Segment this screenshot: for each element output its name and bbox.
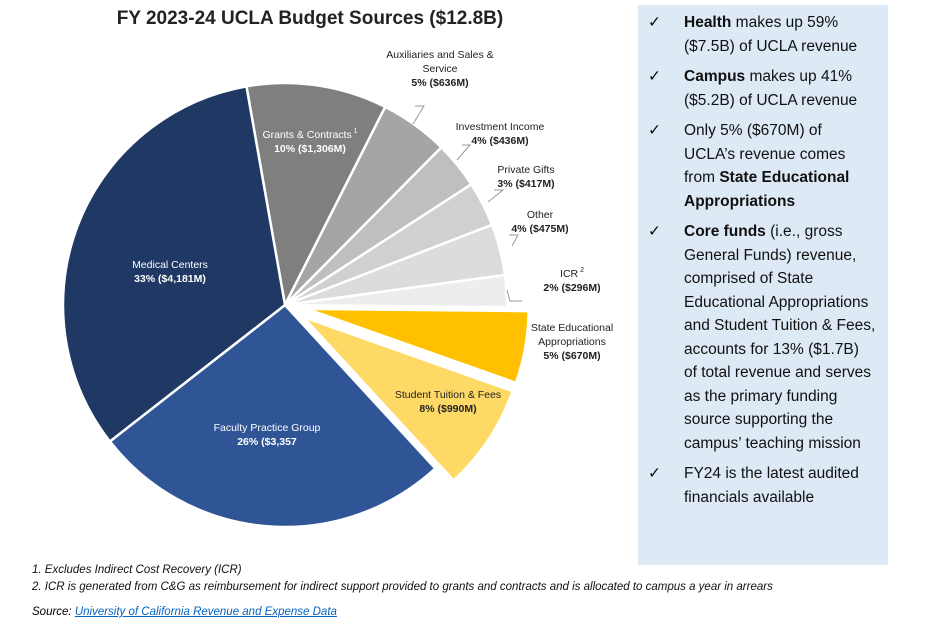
pie-slice-icr [284,273,509,309]
highlight-point: ✓ Campus makes up 41% ($5.2B) of UCLA rev… [648,65,876,112]
pie-slice-faculty-practice-group [108,303,438,529]
slice-label: Medical Centers 33% ($4,181M) [132,259,208,285]
source-link[interactable]: University of California Revenue and Exp… [74,606,337,618]
slice-label: Investment Income 4% ($436M) [456,121,545,147]
slice-label: State Educational Appropriations 5% ($670M… [531,322,613,362]
check-icon: ✓ [648,14,661,31]
pie-slice-student-tuition-fees [302,315,515,483]
pie-slice-state-educational-appropriations [306,307,530,385]
chart-title: FY 2023-24 UCLA Budget Sources ($12.8B) [116,8,504,29]
pie-slice-medical-centers [61,84,287,444]
highlight-point: ✓ FY24 is the latest audited financials a… [648,462,876,509]
source-line: Source: University of California Revenue… [32,606,337,618]
pie-slice-grants-contracts [245,81,387,309]
footnote-2: 2. ICR is generated from C&G as reimburs… [32,581,773,593]
leader-line [506,289,522,302]
leader-line [412,105,425,125]
highlight-point: ✓ Health makes up 59% ($7.5B) of UCLA rev… [648,11,876,58]
slice-label: Auxiliaries and Sales & Service 5% ($636M) [386,49,493,89]
slice-label: ICR 2 2% ($296M) [543,267,600,294]
check-icon: ✓ [648,122,661,139]
highlights-panel: ✓ Health makes up 59% ($7.5B) of UCLA rev… [638,5,888,565]
footnotes: 1. Excludes Indirect Cost Recovery (ICR)… [32,562,773,596]
check-icon: ✓ [648,465,661,482]
highlight-point: ✓ Core funds (i.e., gross General Funds) … [648,220,876,455]
highlight-point: ✓ Only 5% ($670M) of UCLA’s revenue comes… [648,119,876,213]
leader-line [456,144,472,161]
slice-label: Grants & Contracts 1 10% ($1,306M) [262,128,357,155]
slice-label: Faculty Practice Group 26% ($3,357 [214,422,321,448]
footnote-1: 1. Excludes Indirect Cost Recovery (ICR) [32,564,242,576]
leader-line [509,234,519,247]
slice-label: Private Gifts 3% ($417M) [497,164,554,190]
check-icon: ✓ [648,68,661,85]
check-icon: ✓ [648,223,661,240]
slice-label: Other 4% ($475M) [511,209,568,235]
leader-line [487,189,505,203]
slice-label: Student Tuition & Fees 8% ($990M) [395,389,501,415]
